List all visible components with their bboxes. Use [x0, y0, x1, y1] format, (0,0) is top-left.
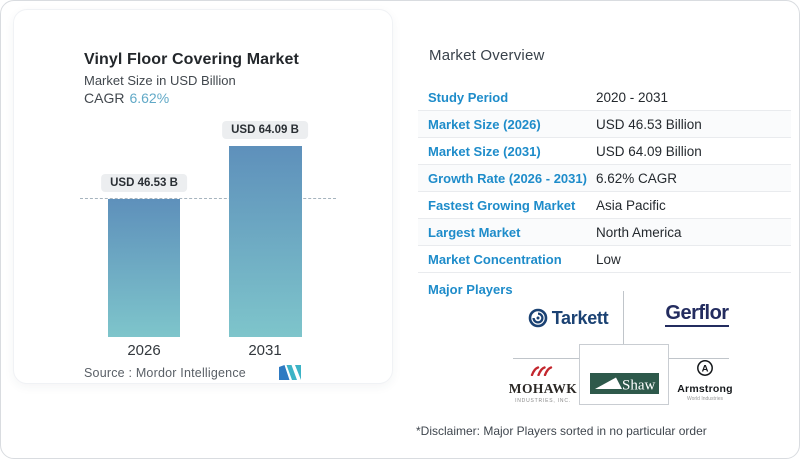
bar-2026: [108, 199, 180, 337]
row-label: Market Size (2031): [428, 143, 541, 159]
player-logo-mohawk: MOHAWK INDUSTRIES, INC.: [504, 363, 582, 404]
table-row-market-concentration: Market Concentration Low: [418, 246, 791, 273]
table-row-growth-rate: Growth Rate (2026 - 2031) 6.62% CAGR: [418, 165, 791, 192]
chart-cagr: CAGR 6.62%: [84, 90, 169, 106]
cagr-label: CAGR: [84, 90, 125, 106]
mordor-intelligence-logo-icon: [279, 365, 301, 380]
bar-2031: [229, 146, 302, 337]
row-value: 2020 - 2031: [596, 89, 669, 105]
row-label: Largest Market: [428, 224, 521, 240]
mohawk-subtext: INDUSTRIES, INC.: [515, 397, 571, 404]
row-label: Market Size (2026): [428, 116, 541, 132]
player-connector-vertical-line: [623, 291, 624, 344]
bar-value-label-2026: USD 46.53 B: [101, 174, 187, 192]
row-label: Growth Rate (2026 - 2031): [428, 170, 587, 186]
armstrong-subtext: World Industries: [686, 396, 724, 402]
tarkett-circle-icon: [528, 308, 548, 328]
mohawk-wordmark: MOHAWK: [508, 381, 578, 396]
player-logo-armstrong: A Armstrong World Industries: [675, 359, 735, 402]
major-players-label: Major Players: [428, 282, 513, 297]
reference-dashed-line: [80, 198, 336, 199]
table-row-largest-market: Largest Market North America: [418, 219, 791, 246]
cagr-value: 6.62%: [129, 90, 170, 106]
chart-title: Vinyl Floor Covering Market: [84, 51, 299, 68]
row-label: Study Period: [428, 89, 509, 105]
overview-table: Study Period 2020 - 2031 Market Size (20…: [418, 84, 791, 273]
row-value: Asia Pacific: [596, 197, 666, 213]
row-label: Market Concentration: [428, 251, 562, 267]
x-axis-label-2026: 2026: [127, 342, 161, 359]
mohawk-waves-icon: [530, 366, 553, 377]
row-value: Low: [596, 251, 621, 267]
armstrong-monogram: A: [702, 363, 709, 374]
chart-subtitle: Market Size in USD Billion: [84, 73, 236, 88]
row-value: USD 46.53 Billion: [596, 116, 702, 132]
row-value: USD 64.09 Billion: [596, 143, 702, 159]
gerflor-wordmark: Gerflor: [665, 303, 729, 327]
table-row-fastest-growing-market: Fastest Growing Market Asia Pacific: [418, 192, 791, 219]
armstrong-wordmark: Armstrong: [677, 383, 733, 395]
row-label: Fastest Growing Market: [428, 197, 576, 213]
market-chart-card: Vinyl Floor Covering Market Market Size …: [13, 9, 393, 384]
tarkett-wordmark: Tarkett: [551, 307, 609, 328]
armstrong-circle-a-icon: A: [697, 360, 713, 376]
source-label: Source : Mordor Intelligence: [84, 366, 246, 380]
row-value: North America: [596, 224, 682, 240]
table-row-market-size-2026: Market Size (2026) USD 46.53 Billion: [418, 111, 791, 138]
player-logo-gerflor: Gerflor: [652, 303, 742, 333]
table-row-study-period: Study Period 2020 - 2031: [418, 84, 791, 111]
bar-value-label-2031: USD 64.09 B: [222, 121, 308, 139]
row-value: 6.62% CAGR: [596, 170, 678, 186]
x-axis-label-2031: 2031: [248, 342, 282, 359]
table-row-market-size-2031: Market Size (2031) USD 64.09 Billion: [418, 138, 791, 165]
overview-heading: Market Overview: [429, 47, 545, 64]
player-connector-left-line: [513, 358, 579, 359]
shaw-wordmark: Shaw: [622, 378, 656, 394]
player-logo-tarkett: Tarkett: [516, 304, 620, 332]
player-logo-shaw: Shaw: [579, 344, 669, 405]
shaw-logo-icon: Shaw: [589, 373, 659, 394]
player-connector-right-line: [669, 358, 729, 359]
major-players-disclaimer: *Disclaimer: Major Players sorted in no …: [416, 424, 707, 438]
